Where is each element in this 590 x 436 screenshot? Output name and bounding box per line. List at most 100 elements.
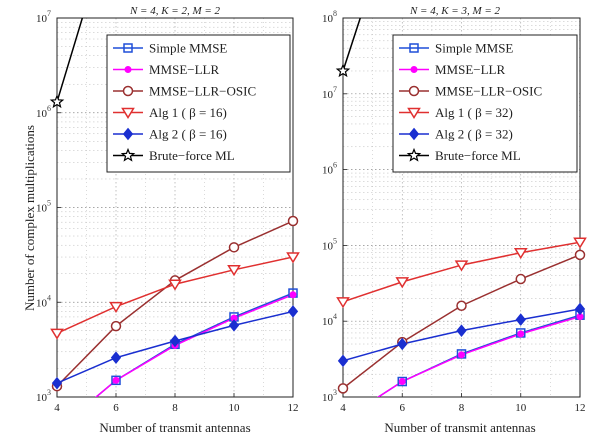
- point-mmse-llr-osic: [515, 273, 526, 285]
- legend-item-mmse-llr: MMSE−LLR: [399, 62, 506, 77]
- legend-label: Simple MMSE: [435, 41, 513, 56]
- x-tick-label: 12: [575, 402, 586, 414]
- y-tick-label: 103: [36, 388, 51, 404]
- legend: Simple MMSE MMSE−LLR MMSE−LLR−OSIC Alg 1 ( …: [392, 34, 578, 173]
- x-axis-label-left: Number of transmit antennas: [99, 420, 250, 435]
- point-alg-1-32: [336, 297, 350, 309]
- point-alg-2-16: [110, 351, 122, 364]
- legend-label: MMSE−LLR: [149, 62, 220, 77]
- y-ticks: 103 104 105 106 107 108: [322, 9, 347, 404]
- point-alg-1-16: [109, 301, 123, 314]
- x-tick-label: 6: [113, 402, 119, 414]
- point-alg-2-16: [169, 334, 181, 348]
- y-tick-label: 108: [322, 9, 337, 25]
- point-alg-2-32: [397, 337, 408, 351]
- x-tick-label: 4: [340, 402, 346, 414]
- legend-swatch-marker: [121, 107, 135, 119]
- legend-swatch-marker: [407, 107, 421, 119]
- legend-swatch-marker: [406, 147, 422, 162]
- point-simple-mmse: [397, 376, 407, 387]
- legend-swatch-marker: [122, 127, 134, 141]
- legend-box: [106, 34, 291, 173]
- point-mmse-llr: [458, 351, 465, 359]
- legend-swatch-marker: [120, 147, 136, 162]
- legend-swatch-marker: [409, 43, 419, 53]
- legend-swatch-marker: [408, 127, 420, 141]
- y-ticks: 103 104 105 106 107: [36, 9, 61, 404]
- point-mmse-llr-osic: [228, 242, 240, 253]
- point-alg-1-16: [50, 328, 64, 340]
- point-alg-2-32: [574, 302, 586, 316]
- x-tick-label: 6: [400, 402, 406, 414]
- legend-item-alg-2-16: Alg 2 ( β = 16): [113, 127, 227, 142]
- legend-label: Simple MMSE: [149, 41, 227, 56]
- legend-label: Alg 2 ( β = 16): [149, 127, 227, 142]
- y-tick-label: 106: [36, 104, 51, 120]
- y-tick-label: 105: [322, 236, 337, 252]
- x-tick-label: 4: [54, 402, 60, 414]
- point-brute-force-ml: [49, 94, 65, 109]
- point-alg-1-16: [286, 252, 300, 264]
- point-alg-1-16: [227, 265, 241, 277]
- y-tick-label: 107: [36, 9, 51, 25]
- legend-item-simple-mmse: Simple MMSE: [113, 41, 227, 56]
- series-line-brute-force-ml: [343, 18, 362, 72]
- legend-item-alg-1-32: Alg 1 ( β = 32): [399, 105, 513, 120]
- point-alg-1-16: [168, 279, 182, 291]
- x-ticks: 4 6 8 10 12: [340, 393, 586, 414]
- point-mmse-llr-osic: [287, 215, 299, 227]
- point-alg-1-32: [454, 260, 469, 272]
- chart-title: N = 4, K = 2, M = 2: [129, 5, 221, 17]
- y-tick-label: 104: [322, 312, 337, 328]
- x-tick-label: 8: [459, 402, 465, 414]
- point-alg-2-32: [337, 354, 349, 368]
- legend-label: Alg 2 ( β = 32): [435, 127, 513, 142]
- point-alg-2-16: [287, 305, 299, 318]
- point-simple-mmse: [111, 375, 121, 386]
- y-tick-label: 105: [36, 199, 51, 215]
- legend-item-alg-2-32: Alg 2 ( β = 32): [399, 127, 513, 142]
- point-alg-1-32: [513, 247, 528, 260]
- legend-item-mmse-llr-osic: MMSE−LLR−OSIC: [113, 84, 256, 99]
- legend-item-mmse-llr: MMSE−LLR: [113, 62, 220, 77]
- x-tick-label: 10: [229, 402, 241, 414]
- legend-item-mmse-llr-osic: MMSE−LLR−OSIC: [399, 84, 542, 99]
- point-alg-2-32: [456, 324, 467, 337]
- point-alg-1-32: [395, 277, 410, 289]
- legend-box: [392, 34, 578, 173]
- point-mmse-llr-osic: [574, 249, 586, 261]
- y-tick-label: 104: [36, 293, 51, 309]
- point-brute-force-ml: [335, 63, 351, 78]
- point-mmse-llr-osic: [110, 320, 122, 332]
- marker-layer: [335, 63, 587, 394]
- legend-item-brute-force-ml: Brute−force ML: [399, 147, 521, 163]
- legend-label: Alg 1 ( β = 16): [149, 105, 227, 120]
- legend: Simple MMSE MMSE−LLR MMSE−LLR−OSIC Alg 1 ( …: [106, 34, 291, 173]
- series-line-brute-force-ml: [57, 18, 84, 103]
- point-mmse-llr: [398, 378, 406, 386]
- legend-item-brute-force-ml: Brute−force ML: [113, 147, 235, 163]
- legend-item-alg-1-16: Alg 1 ( β = 16): [113, 105, 227, 120]
- y-tick-label: 103: [322, 388, 337, 404]
- legend-label: Brute−force ML: [149, 148, 235, 163]
- x-tick-label: 8: [172, 402, 178, 414]
- y-tick-label: 106: [322, 161, 337, 177]
- x-tick-label: 10: [515, 402, 527, 414]
- point-mmse-llr: [289, 291, 297, 299]
- legend-label: Brute−force ML: [435, 148, 521, 163]
- point-alg-2-16: [51, 376, 63, 390]
- legend-label: Alg 1 ( β = 32): [435, 105, 513, 120]
- marker-layer: [49, 94, 300, 392]
- legend-label: MMSE−LLR−OSIC: [435, 84, 542, 99]
- chart-left: N = 4, K = 2, M = 24 6 8 10 1210310410510610…: [36, 5, 300, 414]
- chart-title: N = 4, K = 3, M = 2: [409, 5, 501, 17]
- legend-swatch-marker: [124, 66, 132, 73]
- point-mmse-llr: [517, 330, 525, 338]
- y-axis-label: Number of complex multiplications: [22, 125, 37, 311]
- y-tick-label: 107: [322, 85, 337, 101]
- x-tick-label: 12: [288, 402, 299, 414]
- point-alg-1-32: [573, 237, 587, 249]
- legend-label: MMSE−LLR: [435, 62, 506, 77]
- x-axis-label-right: Number of transmit antennas: [384, 420, 535, 435]
